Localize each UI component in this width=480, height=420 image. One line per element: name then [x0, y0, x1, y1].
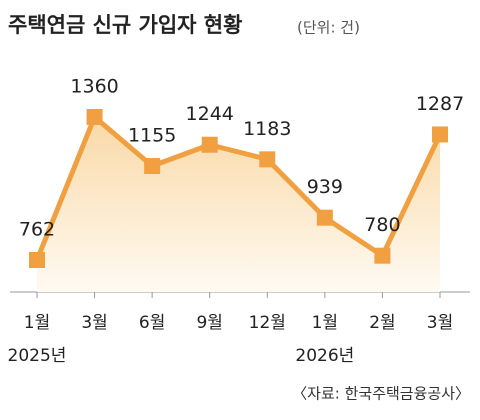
marker [432, 126, 448, 143]
data-label: 1287 [416, 93, 464, 115]
marker [86, 109, 103, 125]
x-tick-label: 9월 [196, 313, 222, 333]
chart-subtitle: (단위: 건) [297, 19, 360, 37]
data-label: 1155 [128, 125, 176, 147]
data-label: 1244 [186, 103, 234, 125]
x-tick-label: 3월 [427, 313, 453, 333]
x-tick-label: 3월 [81, 313, 107, 333]
area [37, 117, 440, 292]
x-tick-label: 1월 [312, 313, 338, 333]
line [34, 114, 443, 261]
x-tick-label: 2월 [369, 313, 395, 333]
source: 〈자료: 한국주택금융공사〉 [292, 385, 470, 403]
marker [316, 209, 333, 226]
marker [201, 136, 218, 153]
data-label: 780 [364, 214, 400, 236]
data-label: 762 [19, 219, 55, 241]
x-tick-label: 12월 [249, 313, 286, 333]
data-label: 1183 [243, 118, 291, 140]
marker [374, 247, 391, 264]
marker [144, 158, 161, 175]
data-label: 1360 [70, 76, 118, 98]
chart-title: 주택연금 신규 가입자 현황 [8, 13, 242, 37]
marker [259, 151, 276, 168]
x-tick-label: 1월 [24, 313, 50, 333]
marker [29, 252, 45, 268]
year-label: 2025년 [8, 346, 67, 366]
x-tick-label: 6월 [139, 313, 165, 333]
year-label: 2026년 [295, 346, 354, 366]
data-label: 939 [307, 176, 343, 198]
